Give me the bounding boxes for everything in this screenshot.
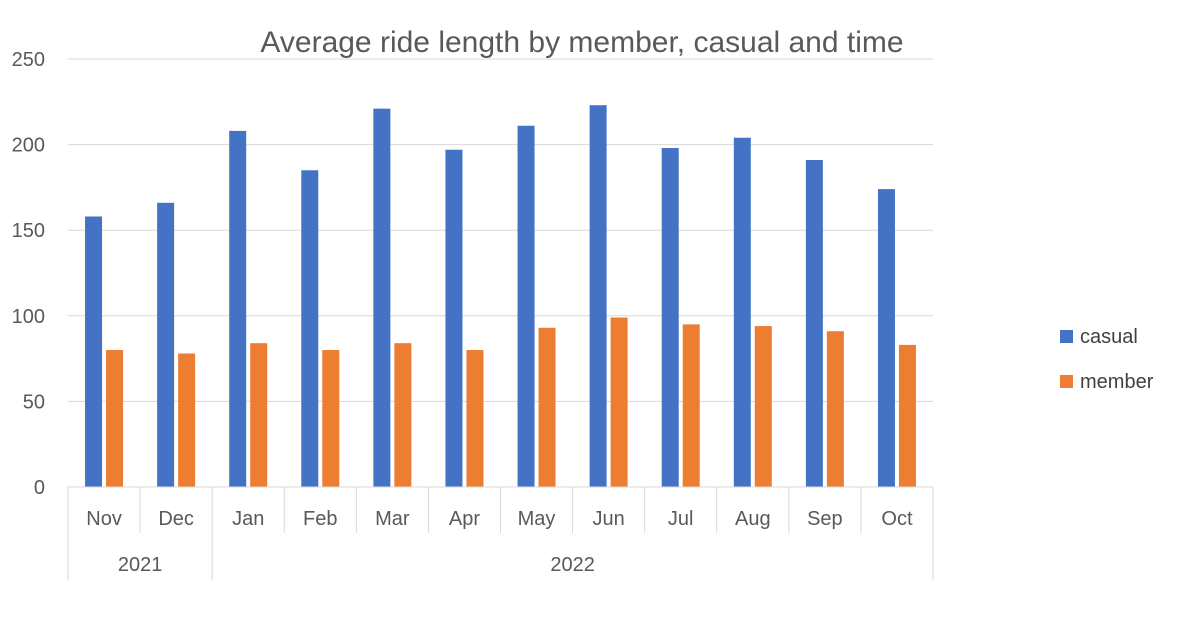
bar-casual: [589, 105, 607, 487]
x-tick-label: Mar: [375, 508, 410, 530]
bar-casual: [877, 189, 895, 487]
bar-casual: [229, 130, 247, 488]
bar-member: [322, 350, 340, 487]
bar-member: [682, 324, 700, 487]
bar-member: [466, 350, 484, 487]
bar-casual: [157, 202, 175, 488]
bar-casual: [301, 170, 319, 487]
x-tick-label: Oct: [881, 508, 913, 530]
x-tick-label: Apr: [449, 508, 480, 530]
bars: [85, 105, 916, 488]
x-tick-label: Sep: [807, 508, 843, 530]
legend-label-casual: casual: [1080, 326, 1138, 348]
bar-member: [538, 327, 556, 487]
bar-casual: [85, 216, 103, 487]
y-axis-ticks: 0 50 100 150 200 250: [12, 49, 45, 499]
y-tick-label: 150: [12, 220, 45, 242]
legend-swatch-member: [1060, 375, 1073, 388]
gridlines: [68, 58, 933, 402]
x-tick-label: Jul: [668, 508, 694, 530]
bar-member: [826, 331, 844, 487]
bar-casual: [445, 149, 463, 487]
bar-member: [610, 317, 628, 487]
x-group-label: 2021: [118, 554, 163, 576]
bar-casual: [733, 137, 751, 487]
bar-member: [394, 343, 412, 487]
bar-casual: [661, 148, 679, 488]
y-tick-label: 50: [23, 391, 45, 413]
x-group-label: 2022: [550, 554, 595, 576]
bar-casual: [805, 160, 823, 487]
legend: casual member: [1060, 326, 1154, 393]
y-tick-label: 0: [34, 477, 45, 499]
x-tick-label: May: [518, 508, 556, 530]
x-tick-label: Jan: [232, 508, 264, 530]
y-tick-label: 100: [12, 306, 45, 328]
x-axis: Nov Dec Jan Feb Mar Apr May Jun Jul Aug Sep Oct 2021…: [67, 486, 934, 580]
x-tick-label: Feb: [303, 508, 337, 530]
x-tick-label: Nov: [86, 508, 122, 530]
x-tick-label: Dec: [158, 508, 194, 530]
legend-label-member: member: [1080, 371, 1154, 393]
bar-member: [106, 350, 124, 487]
bar-casual: [517, 125, 535, 487]
bar-member: [754, 326, 772, 487]
x-tick-label: Jun: [593, 508, 625, 530]
y-tick-label: 250: [12, 49, 45, 71]
bar-member: [178, 353, 196, 487]
chart-title: Average ride length by member, casual an…: [260, 26, 903, 59]
bar-casual: [373, 108, 391, 487]
bar-member: [250, 343, 268, 487]
bar-member: [898, 344, 916, 487]
x-tick-label: Aug: [735, 508, 771, 530]
legend-swatch-casual: [1060, 330, 1073, 343]
y-tick-label: 200: [12, 135, 45, 157]
